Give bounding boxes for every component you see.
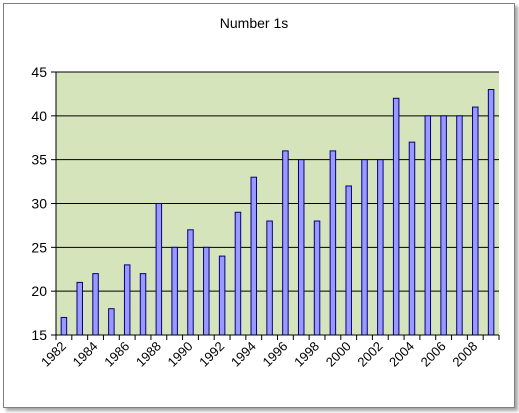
- bar: [408, 141, 416, 336]
- bar: [155, 203, 163, 336]
- y-tick-label: 25: [31, 239, 47, 255]
- y-tick-label: 20: [31, 283, 47, 299]
- chart-title: Number 1s: [220, 15, 288, 31]
- y-tick-label: 45: [31, 64, 47, 80]
- bar: [92, 273, 99, 336]
- x-axis-ticks: 1982 1984 1986 1988 1990 1992 1994 1996 1998 2000…: [38, 339, 480, 370]
- x-tick-label: 1998: [291, 339, 322, 370]
- x-tick-label: 2000: [323, 339, 354, 370]
- x-tick-label: 1982: [38, 339, 69, 370]
- x-tick-label: 1992: [196, 339, 227, 370]
- x-tick-label: 1996: [259, 339, 290, 370]
- bar: [282, 150, 289, 336]
- bar: [487, 89, 495, 336]
- bar: [218, 255, 226, 336]
- bar: [203, 246, 210, 336]
- bars: [60, 89, 495, 336]
- bar: [329, 150, 337, 336]
- bar: [108, 308, 115, 336]
- bar: [297, 159, 305, 336]
- x-tick-label: 1994: [228, 339, 259, 370]
- x-tick-label: 1984: [70, 339, 101, 370]
- bar: [377, 159, 384, 336]
- bar: [440, 115, 447, 336]
- bar: [392, 97, 400, 336]
- x-tick-label: 2008: [449, 339, 480, 370]
- bar: [234, 211, 242, 336]
- bar: [361, 159, 368, 336]
- bar: [60, 316, 68, 336]
- x-tick-label: 2002: [354, 339, 385, 370]
- bar: [266, 220, 273, 336]
- bar: [139, 273, 147, 336]
- x-tick-label: 2006: [418, 339, 449, 370]
- y-tick-label: 30: [31, 196, 47, 212]
- y-axis-ticks: 15 20 25 30 35 40 45: [31, 64, 56, 343]
- bar: [456, 115, 463, 336]
- bar: [187, 229, 194, 336]
- x-tick-label: 1988: [133, 339, 164, 370]
- bar: [424, 115, 432, 336]
- bar: [123, 264, 131, 336]
- x-tick-label: 1990: [165, 339, 196, 370]
- bar: [472, 106, 479, 336]
- bar: [313, 220, 321, 336]
- y-tick-label: 40: [31, 108, 47, 124]
- y-tick-label: 35: [31, 152, 47, 168]
- x-tick-label: 2004: [386, 339, 417, 370]
- bar: [76, 281, 83, 336]
- bar: [171, 246, 178, 336]
- y-tick-label: 15: [31, 327, 47, 343]
- bar: [250, 176, 258, 336]
- bar: [345, 185, 352, 336]
- x-tick-label: 1986: [101, 339, 132, 370]
